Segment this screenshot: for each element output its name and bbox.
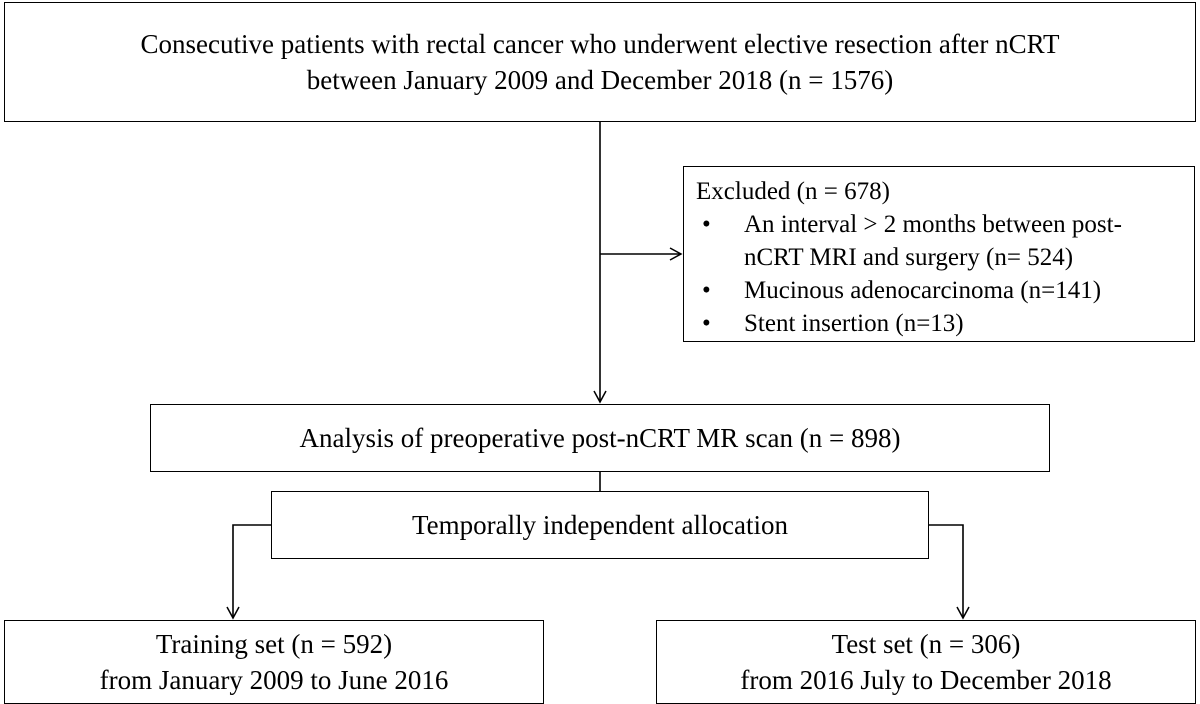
arrow-to-training (226, 524, 271, 620)
box-consecutive-patients: Consecutive patients with rectal cancer … (4, 2, 1196, 122)
box-training-set: Training set (n = 592) from January 2009… (4, 620, 544, 704)
excluded-item-stent-label: Stent insertion (n=13) (744, 310, 964, 337)
bullet-icon: • (702, 310, 711, 337)
test-line-2: from 2016 July to December 2018 (740, 665, 1112, 695)
test-line-1: Test set (n = 306) (831, 629, 1021, 659)
top-line-1: Consecutive patients with rectal cancer … (140, 29, 1060, 59)
excluded-item-interval-line-2: nCRT MRI and surgery (n= 524) (744, 244, 1074, 271)
box-allocation: Temporally independent allocation (271, 491, 929, 559)
training-line-2: from January 2009 to June 2016 (99, 665, 449, 695)
excluded-item-interval-line-1: An interval > 2 months between post- (744, 211, 1122, 238)
arrow-to-test (929, 524, 970, 620)
excluded-item-mucinous-label: Mucinous adenocarcinoma (n=141) (744, 277, 1102, 304)
allocation-label: Temporally independent allocation (412, 510, 788, 540)
bullet-icon: • (702, 277, 711, 304)
box-analysis: Analysis of preoperative post-nCRT MR sc… (150, 404, 1050, 472)
analysis-label: Analysis of preoperative post-nCRT MR sc… (299, 423, 901, 453)
bullet-icon: • (702, 211, 711, 238)
top-line-2: between January 2009 and December 2018 (… (306, 65, 894, 95)
box-test-set: Test set (n = 306) from 2016 July to Dec… (656, 620, 1196, 704)
box-excluded: Excluded (n = 678) • An interval > 2 mon… (683, 166, 1195, 342)
excluded-item-mucinous: • Mucinous adenocarcinoma (n=141) (696, 274, 1194, 307)
excluded-item-interval: • An interval > 2 months between post- n… (696, 208, 1194, 274)
training-line-1: Training set (n = 592) (155, 629, 393, 659)
excluded-title: Excluded (n = 678) (696, 178, 890, 205)
excluded-item-stent: • Stent insertion (n=13) (696, 307, 1194, 340)
